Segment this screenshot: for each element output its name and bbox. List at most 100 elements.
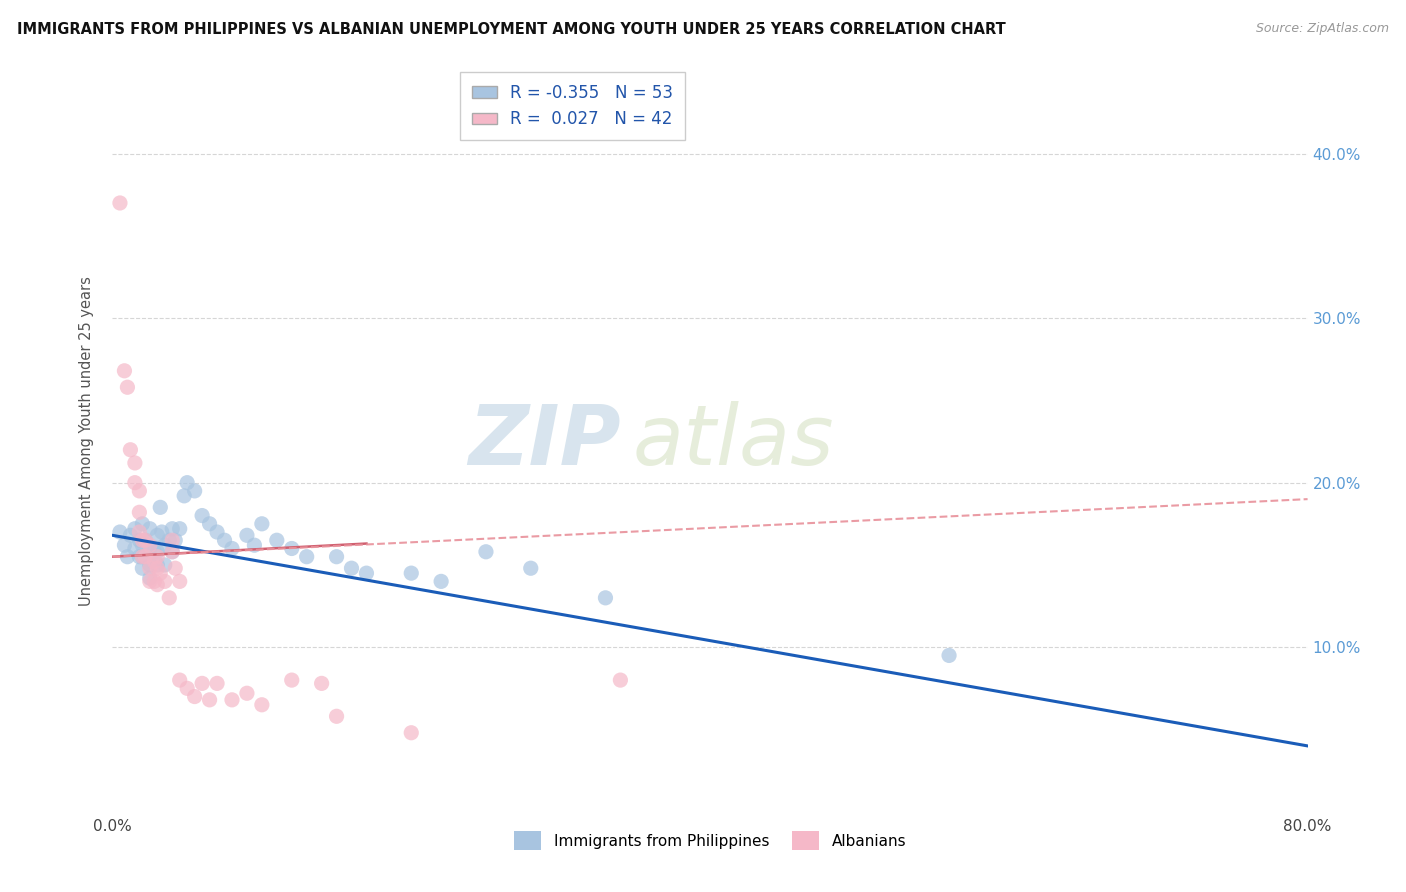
Text: ZIP: ZIP	[468, 401, 620, 482]
Point	[131, 549, 153, 564]
Point	[143, 545, 166, 559]
Point	[221, 693, 243, 707]
Point	[520, 561, 543, 575]
Point	[214, 533, 236, 548]
Point	[198, 693, 221, 707]
Point	[162, 545, 183, 559]
Point	[243, 538, 266, 552]
Point	[157, 533, 180, 548]
Text: atlas: atlas	[633, 401, 834, 482]
Point	[128, 549, 150, 564]
Point	[146, 558, 169, 572]
Point	[205, 524, 228, 539]
Point	[169, 522, 191, 536]
Point	[165, 561, 187, 575]
Point	[124, 475, 146, 490]
Point	[139, 571, 162, 585]
Point	[295, 549, 318, 564]
Point	[169, 574, 191, 589]
Point	[139, 522, 162, 536]
Point	[162, 545, 183, 559]
Point	[124, 522, 146, 536]
Point	[117, 549, 139, 564]
Point	[165, 533, 187, 548]
Point	[139, 538, 162, 552]
Legend: Immigrants from Philippines, Albanians: Immigrants from Philippines, Albanians	[508, 825, 912, 856]
Point	[221, 541, 243, 556]
Point	[114, 364, 135, 378]
Point	[191, 508, 214, 523]
Point	[325, 549, 347, 564]
Point	[183, 690, 205, 704]
Point	[162, 522, 183, 536]
Point	[173, 489, 195, 503]
Point	[430, 574, 453, 589]
Point	[356, 566, 378, 581]
Point	[205, 676, 228, 690]
Point	[120, 528, 142, 542]
Point	[131, 533, 153, 548]
Point	[134, 533, 156, 548]
Point	[153, 574, 176, 589]
Point	[176, 681, 198, 696]
Text: IMMIGRANTS FROM PHILIPPINES VS ALBANIAN UNEMPLOYMENT AMONG YOUTH UNDER 25 YEARS : IMMIGRANTS FROM PHILIPPINES VS ALBANIAN …	[17, 22, 1005, 37]
Point	[236, 686, 259, 700]
Point	[146, 549, 169, 564]
Point	[146, 528, 169, 542]
Point	[325, 709, 347, 723]
Point	[281, 541, 304, 556]
Point	[139, 558, 162, 572]
Point	[117, 380, 139, 394]
Point	[191, 676, 214, 690]
Point	[134, 533, 156, 548]
Point	[139, 561, 162, 575]
Point	[153, 538, 176, 552]
Point	[120, 442, 142, 457]
Text: Source: ZipAtlas.com: Source: ZipAtlas.com	[1256, 22, 1389, 36]
Point	[250, 516, 273, 531]
Point	[131, 538, 153, 552]
Point	[146, 577, 169, 591]
Point	[124, 456, 146, 470]
Point	[131, 516, 153, 531]
Point	[108, 196, 131, 211]
Point	[609, 673, 631, 687]
Point	[236, 528, 259, 542]
Point	[128, 483, 150, 498]
Point	[250, 698, 273, 712]
Point	[169, 673, 191, 687]
Point	[143, 574, 166, 589]
Point	[157, 591, 180, 605]
Point	[281, 673, 304, 687]
Point	[311, 676, 333, 690]
Point	[131, 561, 153, 575]
Point	[176, 475, 198, 490]
Point	[153, 558, 176, 572]
Point	[128, 505, 150, 519]
Point	[340, 561, 363, 575]
Point	[146, 561, 169, 575]
Point	[149, 566, 172, 581]
Point	[401, 566, 423, 581]
Point	[149, 500, 172, 515]
Point	[162, 533, 183, 548]
Point	[139, 541, 162, 556]
Point	[124, 541, 146, 556]
Point	[139, 574, 162, 589]
Point	[198, 516, 221, 531]
Point	[143, 555, 166, 569]
Point	[150, 524, 173, 539]
Point	[266, 533, 288, 548]
Point	[128, 524, 150, 539]
Point	[131, 549, 153, 564]
Point	[938, 648, 960, 663]
Point	[475, 545, 498, 559]
Point	[114, 538, 135, 552]
Point	[134, 549, 156, 564]
Point	[108, 524, 131, 539]
Point	[595, 591, 617, 605]
Point	[146, 545, 169, 559]
Point	[401, 725, 423, 739]
Y-axis label: Unemployment Among Youth under 25 years: Unemployment Among Youth under 25 years	[79, 277, 94, 607]
Point	[183, 483, 205, 498]
